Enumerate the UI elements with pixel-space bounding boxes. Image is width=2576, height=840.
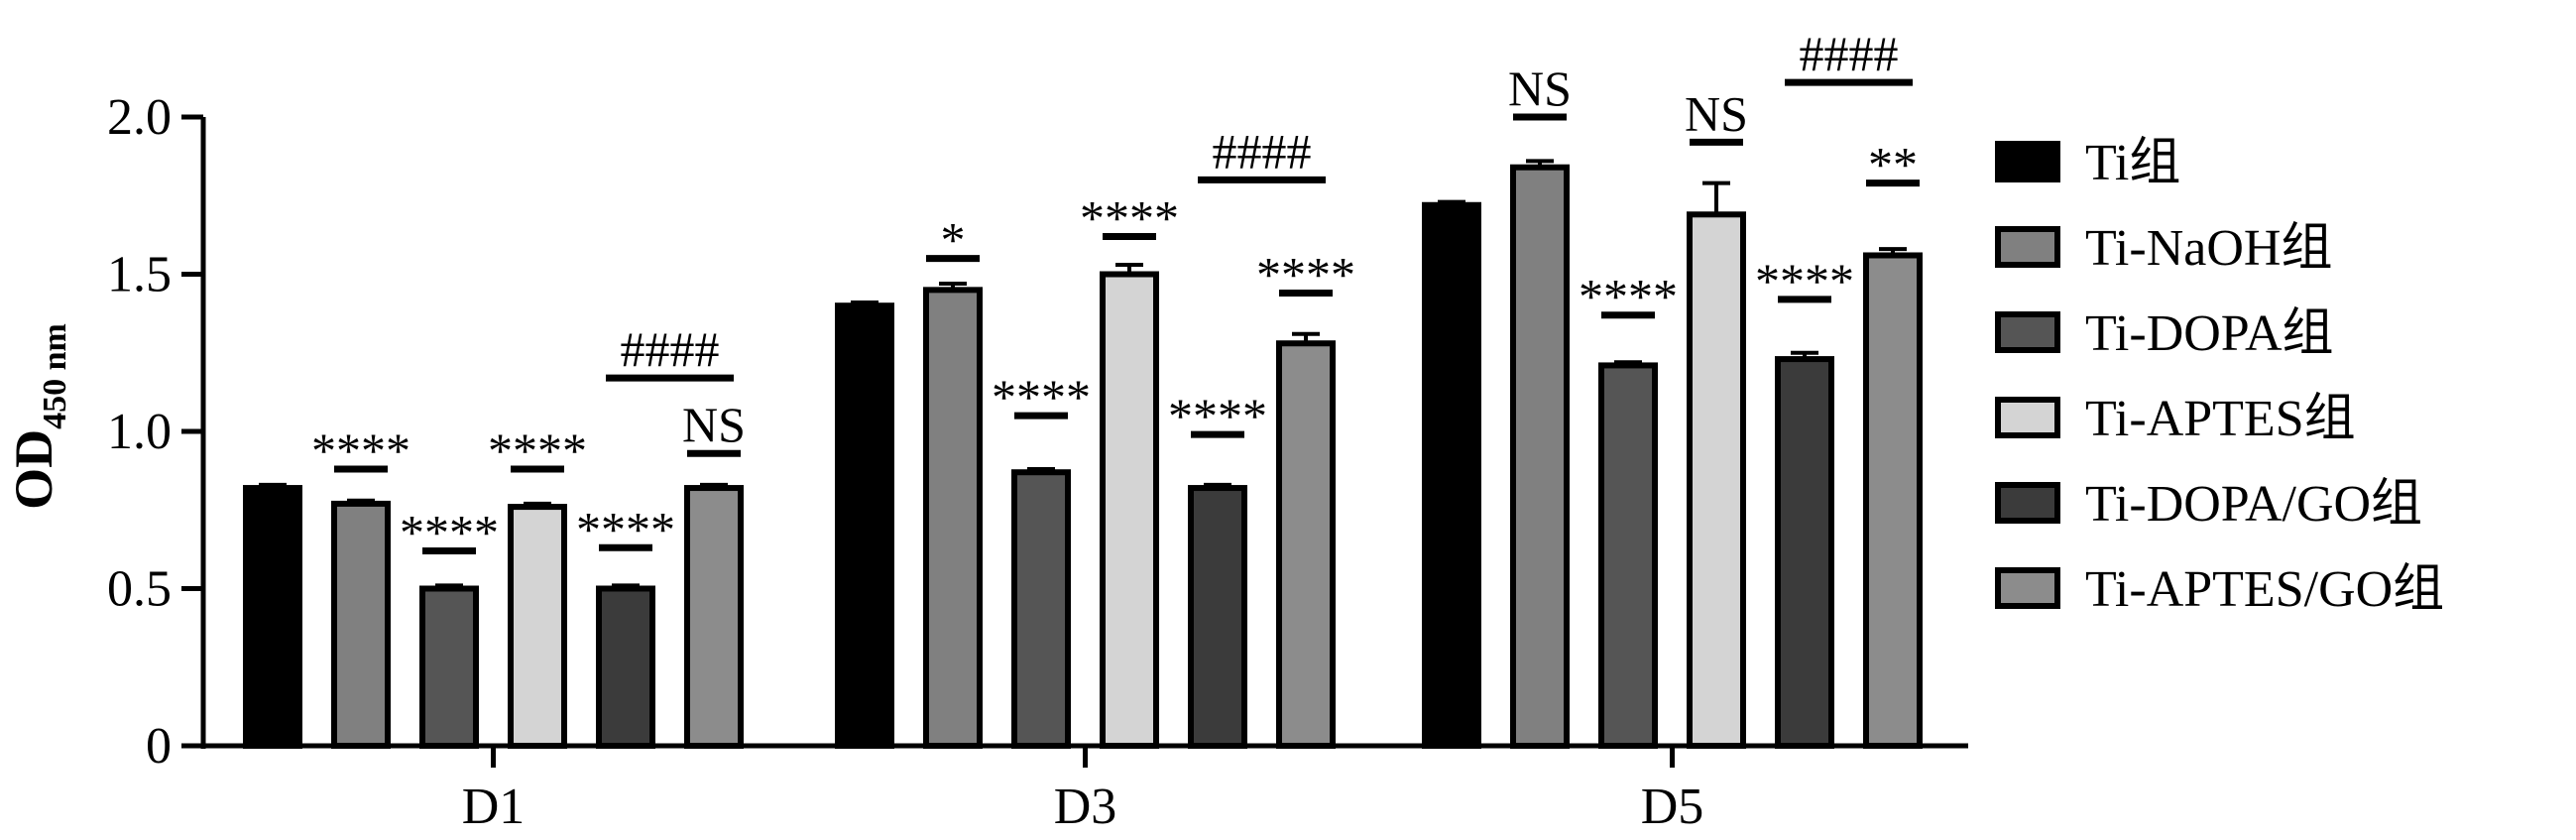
significance-label: **** [1579,269,1678,324]
significance-label: * [941,212,966,268]
bar-d1-series-3 [508,504,567,749]
legend-label-series-3: Ti-APTES组 [2085,391,2356,447]
significance-label: **** [311,422,410,478]
significance-label: **** [1080,189,1179,245]
significance-label: #### [621,321,720,377]
significance-label: NS [682,397,746,452]
significance-label: **** [1168,388,1267,443]
y-axis-label-main: OD [4,429,63,510]
y-tick-label: 2.0 [107,89,172,146]
svg-text:OD450 nm: OD450 nm [4,323,73,510]
y-axis-label: OD450 nm [4,323,73,510]
significance-label: ** [1868,137,1918,192]
bar-d3-series-0 [835,302,894,749]
significance-label: NS [1508,60,1572,116]
bar-d5-series-5 [1863,252,1923,749]
significance-label: **** [488,422,587,478]
legend-swatch-series-4 [1995,482,2060,524]
significance-label: **** [1755,253,1854,308]
legend-swatch-series-2 [1995,311,2060,353]
y-tick-label: 0 [146,718,172,775]
x-tick-label-d5: D5 [1641,779,1704,835]
bar-d3-series-1 [923,287,983,749]
bar-d3-series-2 [1011,469,1071,749]
y-axis-label-sub: 450 nm [37,323,73,429]
bar-d1-series-5 [684,485,744,749]
plot-area: 00.51.01.52.0D1 D3 D5****************NS###… [107,26,1968,835]
bar-d5-series-4 [1775,356,1834,749]
bar-d1-series-0 [243,485,302,749]
significance-label: **** [576,501,675,556]
bar-d1-series-4 [596,585,655,749]
bar-d3-series-5 [1276,340,1336,749]
x-tick-label-d3: D3 [1054,779,1117,835]
legend-label-series-2: Ti-DOPA组 [2085,305,2334,362]
y-tick-label: 1.0 [107,404,172,460]
significance-label: #### [1800,26,1899,81]
legend-label-series-4: Ti-DOPA/GO组 [2085,476,2422,533]
y-tick-label: 1.5 [107,247,172,303]
legend-label-series-0: Ti组 [2085,135,2180,191]
significance-label: NS [1685,85,1748,141]
legend: Ti组 Ti-NaOH组 Ti-DOPA组 Ti-APTES组 Ti-DOPA/GO组 T… [1995,135,2444,618]
legend-label-series-5: Ti-APTES/GO组 [2085,561,2444,618]
legend-swatch-series-3 [1995,397,2060,438]
x-tick-label-d1: D1 [462,779,526,835]
significance-label: **** [1256,247,1355,302]
bar-d3-series-3 [1100,271,1159,749]
bar-d1-series-2 [419,585,479,749]
legend-swatch-series-5 [1995,567,2060,609]
legend-swatch-series-1 [1995,226,2060,268]
bar-d1-series-1 [331,500,391,749]
bar-d5-series-3 [1687,211,1746,749]
y-tick-label: 0.5 [107,561,172,618]
legend-label-series-1: Ti-NaOH组 [2085,220,2332,277]
significance-label: #### [1213,123,1312,179]
bar-d5-series-0 [1422,201,1481,749]
legend-swatch-series-0 [1995,141,2060,182]
bar-d3-series-4 [1188,485,1247,749]
significance-label: **** [400,504,499,559]
significance-label: **** [992,369,1091,424]
bar-d5-series-1 [1510,164,1570,750]
bar-d5-series-2 [1598,362,1658,749]
